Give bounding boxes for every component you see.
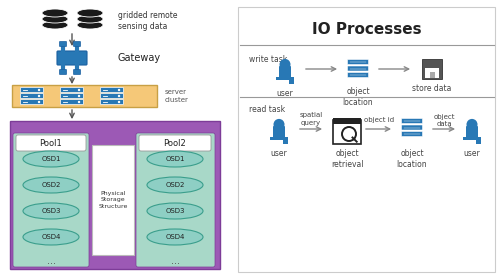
FancyBboxPatch shape — [20, 94, 44, 99]
Text: store data: store data — [412, 84, 452, 93]
Text: Gateway: Gateway — [118, 53, 161, 63]
FancyBboxPatch shape — [270, 137, 288, 140]
FancyBboxPatch shape — [60, 42, 66, 47]
FancyBboxPatch shape — [333, 120, 361, 144]
Circle shape — [118, 89, 120, 91]
Text: user: user — [270, 149, 287, 158]
Text: object
data: object data — [433, 114, 455, 127]
Ellipse shape — [147, 203, 203, 219]
Text: OSD4: OSD4 — [166, 234, 184, 240]
Ellipse shape — [42, 21, 68, 29]
Text: object id: object id — [364, 117, 394, 123]
Ellipse shape — [77, 15, 103, 23]
Circle shape — [38, 101, 40, 103]
FancyBboxPatch shape — [348, 60, 368, 65]
Text: spatial
query: spatial query — [300, 112, 322, 125]
Text: OSD4: OSD4 — [42, 234, 60, 240]
Circle shape — [118, 95, 120, 97]
Ellipse shape — [42, 9, 68, 17]
Text: server
cluster: server cluster — [165, 89, 189, 103]
FancyBboxPatch shape — [13, 133, 89, 267]
FancyBboxPatch shape — [100, 94, 124, 99]
FancyBboxPatch shape — [60, 70, 66, 75]
Text: object
location: object location — [396, 149, 428, 169]
Text: object
location: object location — [342, 87, 374, 107]
FancyBboxPatch shape — [139, 135, 211, 151]
Text: write task: write task — [249, 55, 287, 63]
FancyBboxPatch shape — [430, 72, 434, 78]
FancyBboxPatch shape — [273, 126, 285, 138]
Text: OSD2: OSD2 — [166, 182, 184, 188]
Ellipse shape — [42, 15, 68, 23]
FancyBboxPatch shape — [276, 76, 294, 80]
FancyBboxPatch shape — [348, 73, 368, 78]
Text: user: user — [464, 149, 480, 158]
Circle shape — [78, 89, 80, 91]
Text: OSD1: OSD1 — [41, 156, 61, 162]
Text: OSD3: OSD3 — [41, 208, 61, 214]
FancyBboxPatch shape — [20, 88, 44, 93]
Circle shape — [280, 59, 290, 70]
FancyBboxPatch shape — [425, 68, 439, 78]
FancyBboxPatch shape — [74, 70, 80, 75]
Text: read task: read task — [249, 104, 285, 114]
FancyBboxPatch shape — [463, 137, 481, 140]
FancyBboxPatch shape — [422, 59, 442, 79]
Circle shape — [78, 101, 80, 103]
FancyBboxPatch shape — [60, 94, 84, 99]
Ellipse shape — [77, 21, 103, 29]
Circle shape — [274, 119, 284, 130]
Text: user: user — [276, 89, 293, 98]
Ellipse shape — [147, 229, 203, 245]
FancyBboxPatch shape — [92, 145, 134, 255]
Circle shape — [38, 95, 40, 97]
Text: gridded remote
sensing data: gridded remote sensing data — [118, 11, 178, 31]
Text: object
retrieval: object retrieval — [331, 149, 363, 169]
FancyBboxPatch shape — [348, 66, 368, 71]
Text: Pool2: Pool2 — [164, 138, 186, 147]
FancyBboxPatch shape — [284, 139, 288, 144]
Text: Physical
Storage
Structure: Physical Storage Structure — [98, 191, 128, 209]
Ellipse shape — [23, 229, 79, 245]
Text: OSD1: OSD1 — [165, 156, 185, 162]
FancyBboxPatch shape — [238, 7, 495, 272]
FancyBboxPatch shape — [10, 121, 220, 269]
Text: ...: ... — [170, 256, 179, 266]
FancyBboxPatch shape — [12, 85, 157, 107]
FancyBboxPatch shape — [74, 42, 80, 47]
FancyBboxPatch shape — [290, 79, 294, 84]
Ellipse shape — [23, 177, 79, 193]
FancyBboxPatch shape — [466, 126, 478, 138]
Ellipse shape — [147, 151, 203, 167]
Circle shape — [78, 95, 80, 97]
Text: OSD2: OSD2 — [42, 182, 60, 188]
Text: IO Processes: IO Processes — [312, 22, 422, 37]
Text: ...: ... — [46, 256, 56, 266]
Ellipse shape — [77, 9, 103, 17]
FancyBboxPatch shape — [100, 99, 124, 104]
FancyBboxPatch shape — [16, 135, 86, 151]
Text: OSD3: OSD3 — [165, 208, 185, 214]
FancyBboxPatch shape — [60, 99, 84, 104]
Ellipse shape — [23, 203, 79, 219]
FancyBboxPatch shape — [57, 51, 87, 65]
Circle shape — [466, 119, 477, 130]
FancyBboxPatch shape — [20, 99, 44, 104]
FancyBboxPatch shape — [424, 60, 436, 66]
FancyBboxPatch shape — [136, 133, 215, 267]
FancyBboxPatch shape — [476, 139, 481, 144]
FancyBboxPatch shape — [100, 88, 124, 93]
Text: Pool1: Pool1 — [40, 138, 62, 147]
FancyBboxPatch shape — [402, 132, 422, 137]
FancyBboxPatch shape — [402, 119, 422, 124]
FancyBboxPatch shape — [60, 88, 84, 93]
FancyBboxPatch shape — [402, 125, 422, 130]
Ellipse shape — [147, 177, 203, 193]
FancyBboxPatch shape — [279, 66, 291, 78]
Circle shape — [38, 89, 40, 91]
Circle shape — [118, 101, 120, 103]
Ellipse shape — [23, 151, 79, 167]
FancyBboxPatch shape — [333, 118, 361, 124]
